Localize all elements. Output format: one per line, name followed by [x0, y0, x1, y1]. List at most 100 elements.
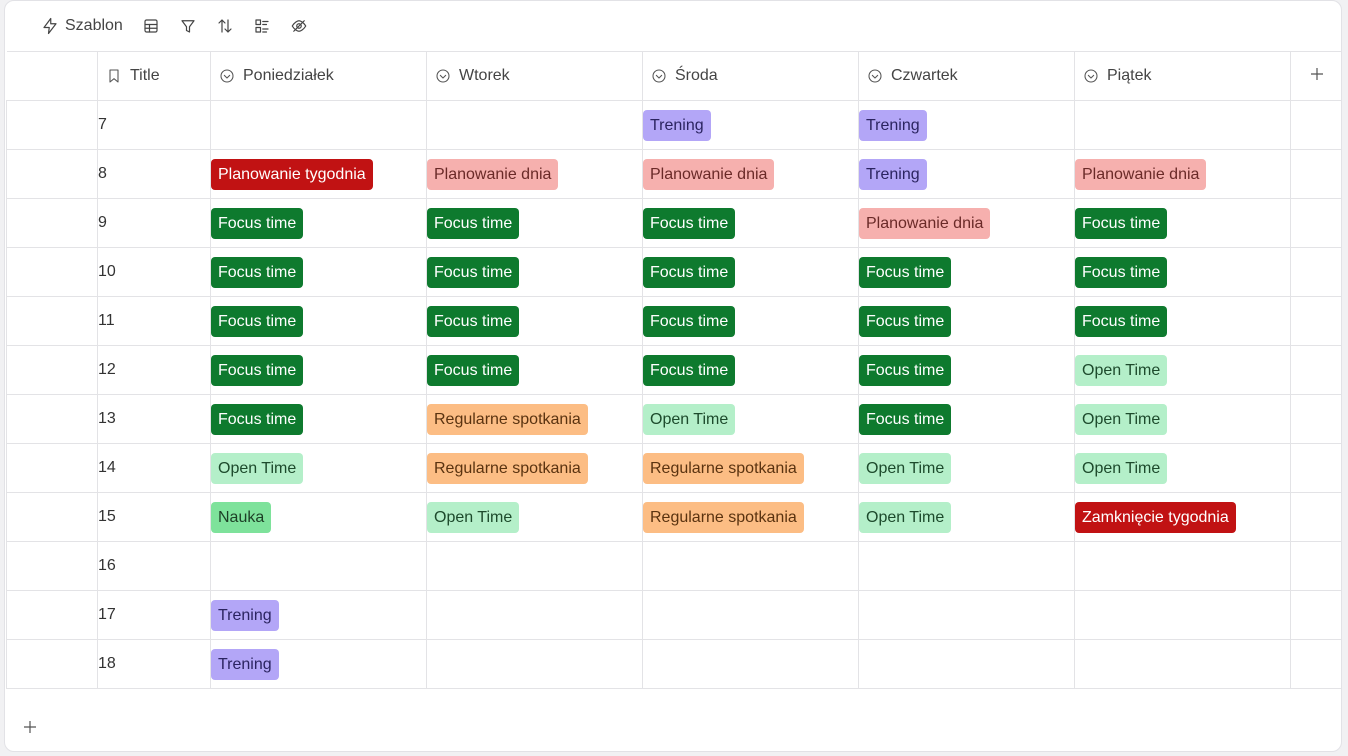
select-tag[interactable]: Focus time — [211, 305, 304, 337]
select-tag[interactable]: Trening — [211, 648, 279, 680]
select-tag[interactable]: Trening — [859, 109, 927, 141]
row-selector[interactable] — [6, 296, 98, 346]
select-tag[interactable]: Open Time — [1075, 403, 1168, 435]
day-cell[interactable] — [1074, 541, 1291, 591]
hide-fields-button[interactable] — [283, 10, 316, 42]
column-header-day-4[interactable]: Piątek — [1074, 51, 1291, 101]
select-tag[interactable]: Focus time — [427, 305, 520, 337]
day-cell[interactable] — [210, 100, 427, 150]
day-cell[interactable]: Focus time — [642, 247, 859, 297]
day-cell[interactable]: Focus time — [210, 345, 427, 395]
select-tag[interactable]: Planowanie dnia — [427, 158, 559, 190]
select-tag[interactable]: Open Time — [427, 501, 520, 533]
day-cell[interactable] — [426, 639, 643, 689]
row-selector[interactable] — [6, 198, 98, 248]
day-cell[interactable]: Open Time — [858, 443, 1075, 493]
day-cell[interactable]: Open Time — [642, 394, 859, 444]
select-tag[interactable]: Focus time — [427, 256, 520, 288]
select-tag[interactable]: Focus time — [643, 207, 736, 239]
select-tag[interactable]: Open Time — [1075, 354, 1168, 386]
day-cell[interactable]: Open Time — [858, 492, 1075, 542]
title-column-header[interactable]: Title — [97, 51, 211, 101]
select-tag[interactable]: Open Time — [211, 452, 304, 484]
day-cell[interactable]: Planowanie dnia — [426, 149, 643, 199]
row-title-cell[interactable]: 8 — [97, 149, 211, 199]
day-cell[interactable]: Focus time — [1074, 198, 1291, 248]
add-row-button[interactable] — [5, 702, 1341, 751]
day-cell[interactable]: Focus time — [1074, 247, 1291, 297]
row-selector[interactable] — [6, 345, 98, 395]
day-cell[interactable]: Focus time — [642, 345, 859, 395]
row-selector[interactable] — [6, 443, 98, 493]
table-row[interactable]: 7 Trening Trening — [6, 100, 1341, 150]
row-title-cell[interactable]: 10 — [97, 247, 211, 297]
select-tag[interactable]: Focus time — [427, 207, 520, 239]
day-cell[interactable]: Nauka — [210, 492, 427, 542]
table-row[interactable]: 17 Trening — [6, 590, 1341, 640]
select-tag[interactable]: Regularne spotkania — [643, 452, 804, 484]
table-row[interactable]: 16 — [6, 541, 1341, 591]
table-row[interactable]: 11 Focus time Focus time Focus time Focus ti… — [6, 296, 1341, 346]
row-selector[interactable] — [6, 590, 98, 640]
table-row[interactable]: 18 Trening — [6, 639, 1341, 689]
select-tag[interactable]: Focus time — [1075, 305, 1168, 337]
day-cell[interactable]: Open Time — [1074, 443, 1291, 493]
row-title-cell[interactable]: 11 — [97, 296, 211, 346]
group-button[interactable] — [246, 10, 279, 42]
day-cell[interactable] — [1074, 100, 1291, 150]
day-cell[interactable] — [426, 100, 643, 150]
day-cell[interactable]: Regularne spotkania — [426, 443, 643, 493]
select-tag[interactable]: Regularne spotkania — [427, 403, 588, 435]
select-tag[interactable]: Focus time — [643, 354, 736, 386]
table-row[interactable]: 9 Focus time Focus time Focus time Planowani… — [6, 198, 1341, 248]
day-cell[interactable]: Trening — [210, 590, 427, 640]
select-tag[interactable]: Planowanie tygodnia — [211, 158, 373, 190]
day-cell[interactable]: Planowanie tygodnia — [210, 149, 427, 199]
day-cell[interactable]: Focus time — [426, 198, 643, 248]
day-cell[interactable]: Trening — [210, 639, 427, 689]
template-button[interactable]: Szablon — [33, 10, 131, 42]
select-tag[interactable]: Regularne spotkania — [427, 452, 588, 484]
row-selector[interactable] — [6, 541, 98, 591]
day-cell[interactable]: Focus time — [426, 296, 643, 346]
table-row[interactable]: 13 Focus time Regularne spotkania Open Time… — [6, 394, 1341, 444]
row-title-cell[interactable]: 15 — [97, 492, 211, 542]
day-cell[interactable] — [858, 639, 1075, 689]
day-cell[interactable]: Planowanie dnia — [642, 149, 859, 199]
day-cell[interactable] — [426, 541, 643, 591]
select-tag[interactable]: Zamknięcie tygodnia — [1075, 501, 1236, 533]
row-selector[interactable] — [6, 394, 98, 444]
column-header-day-2[interactable]: Środa — [642, 51, 859, 101]
table-row[interactable]: 10 Focus time Focus time Focus time Focus ti… — [6, 247, 1341, 297]
select-tag[interactable]: Focus time — [427, 354, 520, 386]
select-tag[interactable]: Nauka — [211, 501, 272, 533]
row-title-cell[interactable]: 7 — [97, 100, 211, 150]
day-cell[interactable]: Focus time — [210, 247, 427, 297]
day-cell[interactable]: Focus time — [210, 198, 427, 248]
row-title-cell[interactable]: 14 — [97, 443, 211, 493]
column-header-day-1[interactable]: Wtorek — [426, 51, 643, 101]
day-cell[interactable]: Focus time — [1074, 296, 1291, 346]
select-tag[interactable]: Focus time — [643, 256, 736, 288]
day-cell[interactable]: Focus time — [210, 296, 427, 346]
day-cell[interactable] — [1074, 639, 1291, 689]
day-cell[interactable]: Planowanie dnia — [1074, 149, 1291, 199]
select-tag[interactable]: Focus time — [643, 305, 736, 337]
day-cell[interactable]: Open Time — [1074, 345, 1291, 395]
day-cell[interactable]: Focus time — [210, 394, 427, 444]
day-cell[interactable]: Trening — [858, 100, 1075, 150]
row-title-cell[interactable]: 13 — [97, 394, 211, 444]
row-selector[interactable] — [6, 492, 98, 542]
day-cell[interactable] — [858, 541, 1075, 591]
day-cell[interactable] — [426, 590, 643, 640]
select-tag[interactable]: Focus time — [1075, 207, 1168, 239]
day-cell[interactable]: Trening — [642, 100, 859, 150]
day-cell[interactable]: Planowanie dnia — [858, 198, 1075, 248]
day-cell[interactable]: Zamknięcie tygodnia — [1074, 492, 1291, 542]
row-selector[interactable] — [6, 247, 98, 297]
select-tag[interactable]: Focus time — [211, 207, 304, 239]
select-tag[interactable]: Focus time — [1075, 256, 1168, 288]
day-cell[interactable]: Regularne spotkania — [642, 492, 859, 542]
select-tag[interactable]: Focus time — [211, 403, 304, 435]
day-cell[interactable]: Focus time — [858, 345, 1075, 395]
